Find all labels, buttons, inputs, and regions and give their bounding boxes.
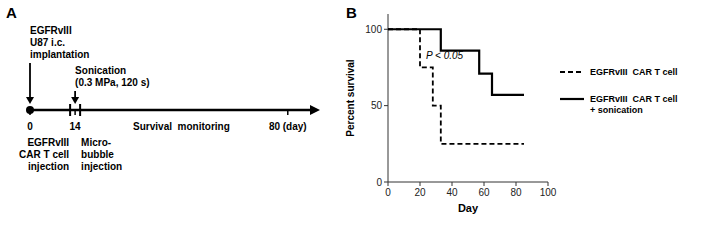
x-tick-label: 40 — [446, 187, 458, 198]
x-tick-label: 100 — [540, 187, 557, 198]
x-tick — [388, 182, 389, 186]
timeline-start — [26, 106, 34, 114]
event-tick — [79, 104, 81, 116]
event-arrowhead — [71, 97, 79, 104]
y-axis — [388, 14, 389, 182]
survival-curve — [388, 29, 524, 144]
x-tick-label: 60 — [478, 187, 490, 198]
legend: EGFRvIII CAR T cellEGFRvIII CAR T cell+ … — [560, 67, 678, 115]
x-tick-label: 20 — [414, 187, 426, 198]
text-line: U87 i.c. — [30, 37, 65, 48]
y-tick — [384, 105, 388, 106]
text-line: implantation — [30, 49, 89, 60]
text-line: injection — [81, 161, 122, 172]
plot-area — [388, 29, 524, 144]
x-axis-label: Day — [458, 202, 479, 214]
tick-label: 0 — [27, 121, 33, 132]
y-tick-label: 0 — [376, 177, 382, 188]
x-tick-label: 80 — [510, 187, 522, 198]
tick-mark — [74, 110, 76, 115]
legend-swatch — [560, 71, 584, 73]
event-arrow — [74, 91, 76, 98]
x-tick — [420, 182, 421, 186]
survival-panel: B 0 20 40 60 80 100 0 50 100 Day Percent survival P … — [345, 4, 678, 214]
annotation: P < 0.05 — [426, 50, 464, 61]
y-tick — [384, 29, 388, 30]
x-tick-label: 0 — [385, 187, 391, 198]
x-tick — [484, 182, 485, 186]
tick-mark — [287, 110, 289, 115]
event-label: EGFRvIIICAR T cellinjection — [19, 137, 69, 172]
y-tick-label: 100 — [365, 24, 382, 35]
survival-curve — [388, 29, 524, 95]
text-line: bubble — [81, 149, 114, 160]
tick-mark — [29, 110, 31, 115]
tick-label: 80 (day) — [269, 121, 307, 132]
panel-label: A — [6, 4, 17, 21]
text-line: + sonication — [590, 105, 643, 115]
text-line: EGFRvIII — [27, 137, 69, 148]
timeline-panel: A01480 (day)EGFRvIIIU87 i.c.implantation… — [6, 4, 320, 172]
y-axis-label: Percent survival — [345, 59, 356, 136]
panel-label: B — [346, 4, 357, 21]
x-tick — [452, 182, 453, 186]
x-axis — [388, 182, 548, 183]
event-label: Micro-bubbleinjection — [81, 137, 122, 172]
background — [0, 0, 720, 225]
text-line: EGFRvIII CAR T cell — [590, 94, 678, 104]
x-tick — [516, 182, 517, 186]
text-line: injection — [28, 161, 69, 172]
text-line: EGFRvIII CAR T cell — [590, 67, 678, 77]
legend-label: EGFRvIII CAR T cell — [590, 67, 678, 77]
text-line: EGFRvIII — [30, 25, 72, 36]
event-label: Sonication(0.3 MPa, 120 s) — [75, 65, 149, 88]
y-tick — [384, 182, 388, 183]
timeline-axis — [30, 109, 312, 112]
event-tick — [69, 104, 71, 116]
text-line: Micro- — [81, 137, 111, 148]
text-line: Sonication — [75, 65, 126, 76]
tick-label: 14 — [70, 121, 82, 132]
y-tick-label: 50 — [371, 100, 383, 111]
event-arrow — [29, 63, 31, 98]
annotation: Survival monitoring — [133, 121, 230, 132]
x-tick — [548, 182, 549, 186]
legend-swatch — [560, 98, 584, 100]
event-arrowhead — [26, 97, 34, 104]
event-label: EGFRvIIIU87 i.c.implantation — [30, 25, 89, 60]
text-line: (0.3 MPa, 120 s) — [75, 77, 149, 88]
timeline-arrowhead — [310, 105, 320, 115]
text-line: CAR T cell — [19, 149, 69, 160]
figure: A01480 (day)EGFRvIIIU87 i.c.implantation… — [0, 0, 720, 225]
legend-label: EGFRvIII CAR T cell+ sonication — [590, 94, 678, 115]
